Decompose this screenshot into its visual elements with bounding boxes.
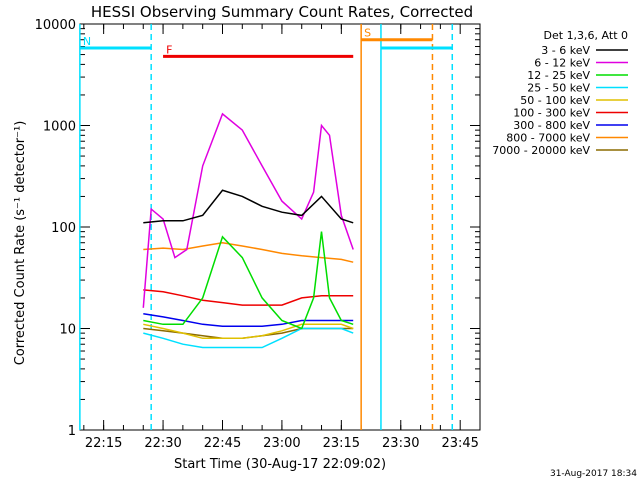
x-tick-label: 22:15 (85, 436, 122, 451)
y-tick-label: 100 (51, 221, 76, 236)
plot-area: 1 10 100 1000 10000 22:15 22:30 22:45 23:00 23:15… (35, 18, 481, 451)
plot-frame (79, 23, 481, 431)
y-tick-label: 10000 (35, 18, 76, 33)
legend-label: 7000 - 20000 keV (492, 144, 590, 157)
x-tick-label: 23:45 (441, 436, 478, 451)
legend-label: 300 - 800 keV (513, 119, 590, 132)
flag-label: F (166, 43, 172, 56)
series-line (143, 189, 354, 224)
legend-label: 6 - 12 keV (534, 57, 590, 70)
legend-title: Det 1,3,6, Att 0 (544, 29, 628, 42)
x-tick-label: 22:45 (204, 436, 241, 451)
legend-label: 3 - 6 keV (541, 44, 590, 57)
chart-title: HESSI Observing Summary Count Rates, Cor… (91, 3, 473, 21)
x-tick-label: 22:30 (144, 436, 181, 451)
series-line (142, 112, 354, 308)
x-tick-label: 23:15 (323, 436, 360, 451)
series-line (143, 231, 354, 330)
legend-label: 25 - 50 keV (527, 82, 590, 95)
legend-label: 50 - 100 keV (520, 94, 590, 107)
x-tick-label: 23:00 (263, 436, 300, 451)
series-line (143, 289, 354, 306)
series-line (143, 323, 354, 340)
flag-label: S (364, 27, 371, 40)
flag-label: N (83, 35, 91, 48)
legend-label: 800 - 7000 keV (506, 132, 590, 145)
legend-label: 100 - 300 keV (513, 107, 590, 120)
x-axis-label: Start Time (30-Aug-17 22:09:02) (174, 457, 386, 472)
y-tick-label: 10 (59, 323, 76, 338)
y-tick-label: 1000 (43, 120, 76, 135)
x-tick-label: 23:30 (382, 436, 419, 451)
legend-label: 12 - 25 keV (527, 69, 590, 82)
date-stamp: 31-Aug-2017 18:34 (550, 469, 637, 479)
series-line (143, 312, 354, 328)
y-axis-label: Corrected Count Rate (s⁻¹ detector⁻¹) (13, 121, 28, 366)
series-line (143, 327, 354, 349)
series-line (143, 241, 354, 263)
y-tick-label: 1 (68, 424, 76, 439)
